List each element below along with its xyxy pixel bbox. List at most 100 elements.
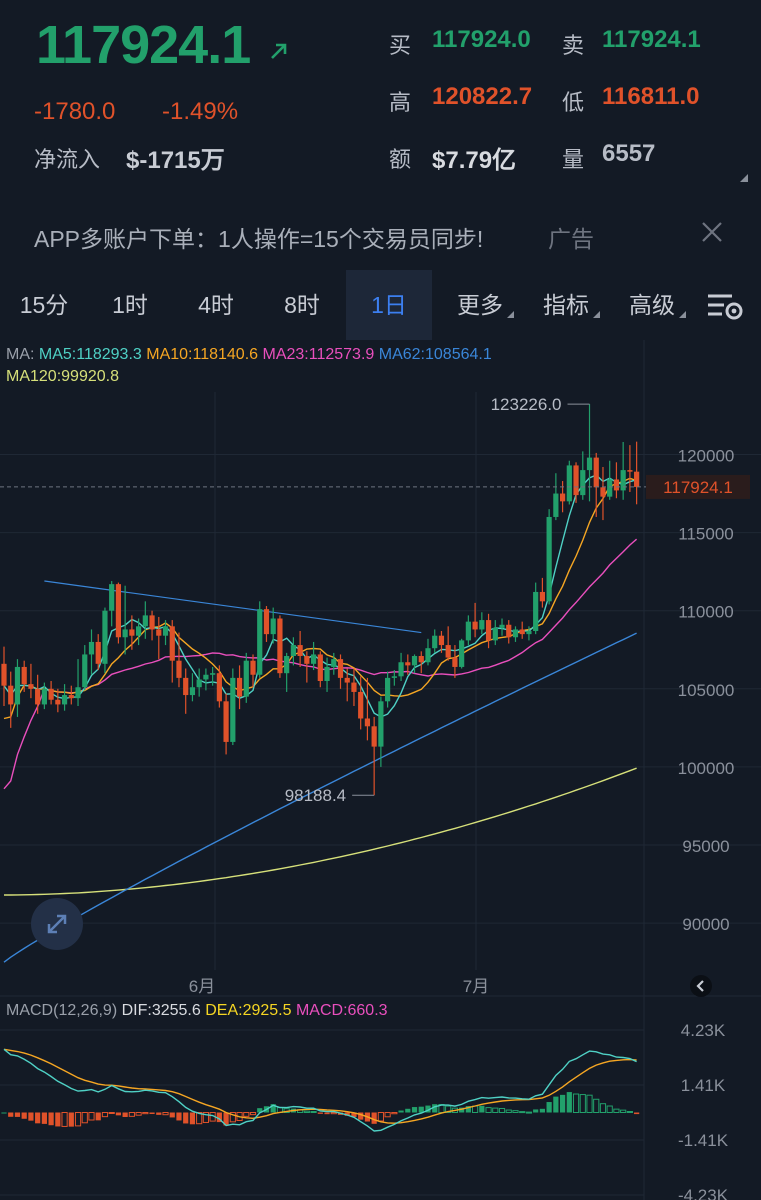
candle-body — [48, 688, 54, 700]
low-annotation: 98188.4 — [285, 786, 346, 805]
dif-line — [3, 1048, 637, 1132]
dea-value: DEA:2925.5 — [205, 1002, 292, 1019]
tab-8h[interactable]: 8时 — [268, 270, 336, 340]
low-value: 116811.0 — [602, 83, 700, 110]
candle-body — [28, 684, 34, 689]
candle-body — [553, 493, 559, 517]
amount-value: $7.79亿 — [432, 147, 517, 174]
candle-body — [539, 591, 545, 602]
ma62-line — [3, 632, 637, 963]
ma62-value: MA62:108564.1 — [378, 346, 492, 363]
candle-body — [526, 631, 532, 635]
price-tick-label: 90000 — [682, 915, 729, 934]
candle-body — [533, 591, 539, 632]
expand-corner-icon[interactable] — [740, 174, 748, 182]
macd-histogram-bar — [183, 1112, 189, 1124]
macd-legend: MACD(12,26,9) DIF:3255.6 DEA:2925.5 MACD… — [6, 1002, 388, 1020]
candle-body — [68, 695, 74, 699]
price-tick-label: 95000 — [682, 837, 729, 856]
ma23-value: MA23:112573.9 — [262, 346, 375, 363]
price-tick-label: 115000 — [678, 525, 733, 544]
fullscreen-icon[interactable] — [31, 898, 83, 950]
candle-body — [519, 629, 525, 635]
tab-advanced[interactable]: 高级 — [616, 270, 688, 340]
macd-histogram-bar — [61, 1112, 68, 1127]
bid-value: 117924.0 — [432, 26, 531, 53]
close-icon[interactable] — [698, 218, 726, 246]
candle-body — [82, 654, 88, 688]
candle-body — [162, 626, 169, 636]
macd-histogram-bar — [35, 1112, 41, 1124]
macd-histogram-bar — [122, 1112, 128, 1118]
candle-body — [559, 493, 566, 502]
macd-histogram-bar — [519, 1111, 526, 1114]
macd-histogram-bar — [21, 1112, 27, 1119]
chart-settings-icon[interactable] — [706, 290, 744, 322]
macd-histogram-bar — [559, 1094, 566, 1113]
macd-histogram-bar — [459, 1107, 465, 1113]
macd-histogram-bar — [371, 1112, 377, 1124]
candle-body — [378, 701, 384, 747]
candle-body — [136, 626, 142, 636]
tab-more[interactable]: 更多 — [444, 270, 516, 340]
high-label: 高 — [389, 90, 412, 115]
tab-4h[interactable]: 4时 — [182, 270, 250, 340]
macd-histogram-bar — [391, 1112, 398, 1115]
macd-histogram-bar — [533, 1109, 539, 1113]
macd-tick-label: 4.23K — [681, 1021, 726, 1040]
candle-body — [243, 660, 249, 697]
macd-histogram-bar — [128, 1112, 135, 1117]
macd-histogram-bar — [358, 1112, 364, 1120]
candle-body — [149, 615, 155, 630]
tab-1h[interactable]: 1时 — [96, 270, 164, 340]
low-label: 低 — [562, 90, 585, 115]
macd-histogram-bar — [176, 1112, 182, 1121]
candle-body — [230, 677, 236, 742]
macd-value: MACD:660.3 — [295, 1002, 388, 1019]
time-axis-label: 6月 — [189, 977, 215, 996]
candle-body — [183, 677, 189, 696]
macd-legend-prefix: MACD(12,26,9) — [6, 1002, 118, 1019]
candle-body — [607, 479, 613, 497]
tab-label: 指标 — [543, 292, 589, 318]
macd-histogram-bar — [48, 1112, 54, 1126]
macd-histogram-bar — [317, 1112, 323, 1114]
price-chart[interactable]: 120000 115000 110000 105000 100000 95000 90000… — [0, 340, 761, 1200]
tab-indicators[interactable]: 指标 — [530, 270, 602, 340]
macd-histogram-bar — [377, 1112, 384, 1122]
candle-body — [364, 718, 371, 727]
candle-body — [270, 618, 276, 635]
candle-body — [75, 687, 81, 699]
ma-legend-prefix: MA: — [6, 346, 35, 363]
price-tick-label: 110000 — [678, 603, 733, 622]
candle-body — [600, 487, 606, 497]
macd-histogram-bar — [142, 1112, 149, 1115]
macd-histogram-bar — [479, 1105, 485, 1113]
change-amount: -1780.0 — [34, 98, 116, 125]
macd-histogram-bar — [243, 1112, 250, 1117]
tab-1d[interactable]: 1日 — [346, 270, 432, 340]
tab-label: 更多 — [457, 292, 503, 318]
macd-histogram-bar — [465, 1106, 471, 1113]
macd-tick-label: 1.41K — [681, 1076, 726, 1095]
macd-histogram-bar — [539, 1108, 545, 1113]
macd-histogram-bar — [425, 1105, 431, 1113]
macd-histogram-bar — [498, 1107, 506, 1114]
dropdown-indicator-icon — [507, 311, 514, 318]
candle-body — [432, 635, 438, 649]
macd-histogram-bar — [344, 1112, 350, 1116]
macd-tick-label: -4.23K — [678, 1186, 729, 1200]
macd-histogram-bar — [634, 1112, 640, 1115]
candle-body — [425, 648, 431, 663]
tab-15m[interactable]: 15分 — [10, 270, 78, 340]
macd-histogram-bar — [162, 1112, 169, 1116]
candle-body — [196, 679, 202, 688]
candle-body — [634, 471, 640, 487]
macd-histogram-bar — [156, 1112, 162, 1115]
candle-body — [317, 654, 323, 681]
collapse-chevron-icon[interactable] — [690, 975, 712, 997]
ad-banner-text[interactable]: APP多账户下单：1人操作=15个交易员同步! — [34, 226, 484, 252]
macd-histogram-bar — [512, 1110, 519, 1113]
dropdown-indicator-icon — [679, 311, 686, 318]
dif-value: DIF:3255.6 — [121, 1002, 201, 1019]
